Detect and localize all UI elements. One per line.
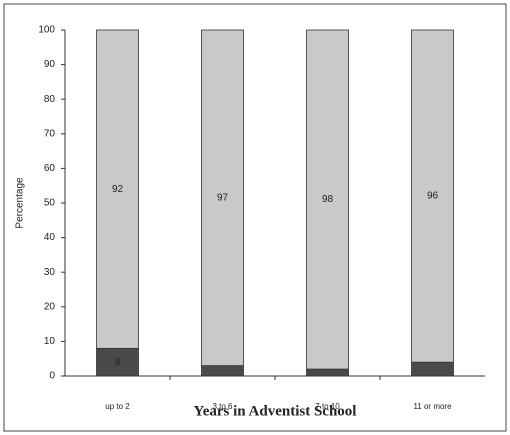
y-tick-label: 90	[44, 59, 56, 70]
bar-segment	[96, 347, 139, 377]
bar-segment	[411, 361, 454, 377]
bar-segment	[411, 29, 454, 363]
y-tick-label: 80	[44, 94, 56, 105]
bar-segment	[201, 365, 244, 377]
y-tick-label: 100	[38, 25, 55, 36]
x-axis-title: Years in Adventist School	[194, 403, 357, 419]
y-tick-label: 50	[44, 198, 56, 209]
y-tick-label: 70	[44, 128, 56, 139]
y-axis-title: Percentage	[15, 177, 26, 229]
data-label: 96	[427, 191, 439, 202]
data-label: 92	[112, 184, 124, 195]
bar-segment	[306, 368, 349, 377]
y-tick-label: 20	[44, 301, 56, 312]
bar-segment	[201, 29, 244, 367]
x-tick-label: up to 2	[105, 402, 130, 411]
y-tick-label: 10	[44, 336, 56, 347]
y-tick-label: 60	[44, 163, 56, 174]
data-label: 8	[115, 357, 121, 368]
data-label: 97	[217, 192, 229, 203]
x-tick-label: 11 or more	[413, 402, 452, 411]
bar-segment	[96, 29, 139, 349]
y-tick-label: 0	[49, 371, 55, 382]
x-tick-label: 7 to 10	[315, 402, 340, 411]
data-label: 98	[322, 194, 334, 205]
y-tick-label: 30	[44, 267, 56, 278]
x-tick-label: 3 to 6	[212, 402, 233, 411]
bar-segment	[306, 29, 349, 370]
y-tick-label: 40	[44, 232, 56, 243]
